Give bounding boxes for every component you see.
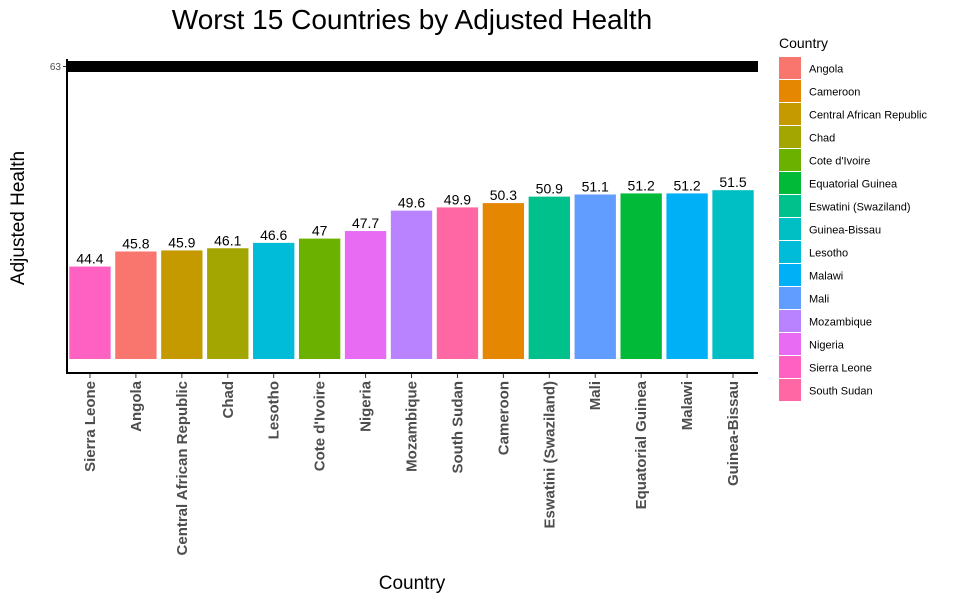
legend: Country Angola Cameroon Central African Re… (779, 35, 928, 401)
legend-swatch (779, 264, 801, 286)
plot-area: 44.4 Sierra Leone 45.8 Angola 45.9 Central Af… (50, 59, 758, 555)
legend-swatch (779, 218, 801, 240)
x-tick-label: Sierra Leone (82, 381, 99, 472)
data-label: 47 (312, 223, 328, 239)
chart-title: Worst 15 Countries by Adjusted Health (172, 4, 652, 35)
data-label: 44.4 (76, 251, 103, 267)
data-label: 45.9 (168, 234, 195, 250)
legend-label: Angola (809, 64, 844, 76)
bar-cote-d-ivoire (298, 238, 341, 359)
legend-swatch (779, 333, 801, 355)
data-label: 51.1 (582, 178, 609, 194)
bar-mozambique (390, 210, 433, 359)
bar-equatorial-guinea (620, 193, 662, 359)
legend-label: Malawi (809, 271, 843, 283)
legend-label: Lesotho (809, 248, 848, 260)
legend-swatch (779, 149, 801, 171)
data-label: 51.2 (628, 177, 655, 193)
legend-swatch (779, 241, 801, 263)
x-tick-label: Angola (128, 380, 145, 431)
bar-central-african-republic (161, 250, 203, 359)
legend-swatch (779, 172, 801, 194)
y-axis-title: Adjusted Health (8, 151, 29, 285)
bar-guinea-bissau (712, 190, 754, 359)
legend-title: Country (779, 35, 828, 51)
legend-label: Guinea-Bissau (809, 225, 881, 237)
legend-swatch (779, 195, 801, 217)
legend-label: Nigeria (809, 340, 845, 352)
legend-label: Equatorial Guinea (809, 179, 898, 191)
bar-mali (574, 194, 616, 359)
legend-swatch (779, 356, 801, 378)
data-label: 51.2 (673, 177, 700, 193)
y-tick-label: 63 (50, 62, 62, 73)
data-label: 50.3 (490, 187, 517, 203)
data-label: 46.6 (260, 227, 287, 243)
x-tick-label: Eswatini (Swaziland) (541, 381, 558, 529)
legend-label: Mozambique (809, 317, 872, 329)
bar-sierra-leone (69, 266, 111, 359)
data-label: 49.9 (444, 191, 471, 207)
x-axis-title: Country (379, 573, 446, 594)
data-label: 50.9 (536, 181, 563, 197)
legend-label: Eswatini (Swaziland) (809, 202, 910, 214)
bar-lesotho (253, 242, 295, 359)
x-tick-label: Cote d'Ivoire (312, 381, 329, 471)
legend-swatch (779, 80, 801, 102)
x-tick-label: Guinea-Bissau (725, 381, 742, 486)
legend-label: Cameroon (809, 87, 860, 99)
data-label: 49.6 (398, 195, 425, 211)
x-tick-label: Chad (220, 381, 237, 419)
bar-chad (207, 248, 249, 359)
bar-eswatini-swaziland- (528, 196, 570, 359)
bar-nigeria (344, 231, 387, 359)
bar-cameroon (482, 203, 525, 359)
x-tick-label: Nigeria (358, 380, 375, 432)
x-tick-label: Mozambique (404, 381, 421, 472)
legend-label: Chad (809, 133, 835, 145)
legend-label: Sierra Leone (809, 363, 872, 375)
legend-swatch (779, 310, 801, 332)
data-label: 47.7 (352, 215, 379, 231)
legend-swatch (779, 126, 801, 148)
x-tick-label: Malawi (679, 381, 696, 430)
legend-swatch (779, 287, 801, 309)
bar-south-sudan (436, 207, 479, 359)
x-tick-label: Cameroon (495, 381, 512, 455)
x-tick-label: Equatorial Guinea (633, 380, 650, 509)
x-tick-label: Central African Republic (174, 381, 191, 555)
legend-swatch (779, 379, 801, 401)
data-label: 45.8 (122, 235, 149, 251)
legend-label: South Sudan (809, 386, 873, 398)
x-tick-label: Lesotho (266, 381, 283, 439)
legend-swatch (779, 57, 801, 79)
bar-angola (115, 251, 157, 359)
x-tick-label: Mali (587, 381, 604, 410)
legend-label: Central African Republic (809, 110, 928, 122)
bar-malawi (666, 193, 708, 359)
x-tick-label: South Sudan (449, 381, 466, 474)
legend-label: Cote d'Ivoire (809, 156, 870, 168)
data-label: 51.5 (719, 174, 746, 190)
legend-swatch (779, 103, 801, 125)
legend-label: Mali (809, 294, 829, 306)
data-label: 46.1 (214, 232, 241, 248)
